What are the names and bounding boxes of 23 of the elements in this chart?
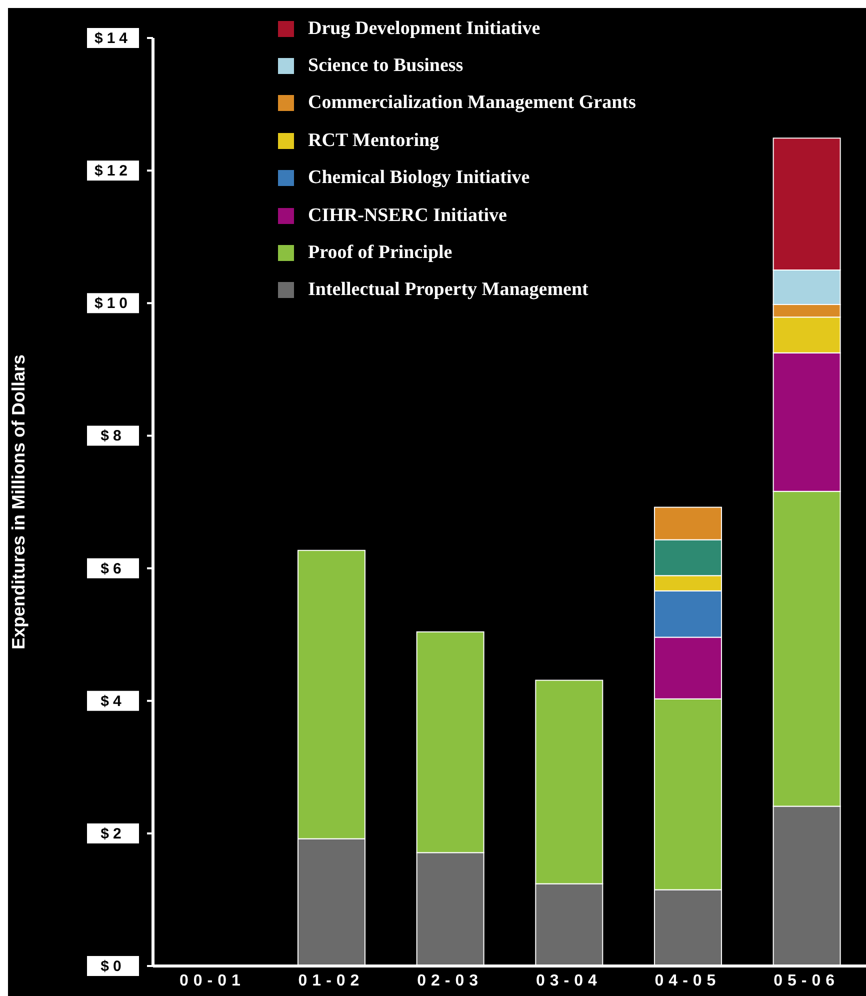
y-tick-label: $14 xyxy=(94,30,132,47)
legend-label: Drug Development Initiative xyxy=(308,18,540,40)
y-tick-label: $4 xyxy=(100,692,126,710)
legend-label: Intellectual Property Management xyxy=(308,279,588,302)
legend-label: CIHR-NSERC Initiative xyxy=(308,204,507,227)
x-tick-label: 05-06 xyxy=(774,972,840,990)
x-tick-label: 04-05 xyxy=(654,972,721,990)
legend-label: Chemical Biology Initiative xyxy=(308,167,530,190)
legend-label: Proof of Principle xyxy=(308,242,452,264)
y-tick-label: $12 xyxy=(94,162,132,180)
y-axis-title: Expenditures in Millions of Dollars xyxy=(8,354,28,650)
y-tick-label: $6 xyxy=(100,560,126,578)
y-tick-label: $0 xyxy=(100,958,126,975)
y-tick-label: $10 xyxy=(94,295,132,312)
y-tick-label: $2 xyxy=(100,825,126,842)
legend-label: Commercialization Management Grants xyxy=(308,92,636,114)
legend-label: Science to Business xyxy=(308,55,464,78)
x-tick-label: 01-02 xyxy=(298,972,364,990)
x-tick-label: 00-01 xyxy=(179,972,246,990)
y-tick-label: $8 xyxy=(100,428,126,445)
x-tick-label: 03-04 xyxy=(536,972,602,990)
legend-label: RCT Mentoring xyxy=(308,130,440,152)
x-tick-label: 02-03 xyxy=(417,972,484,990)
